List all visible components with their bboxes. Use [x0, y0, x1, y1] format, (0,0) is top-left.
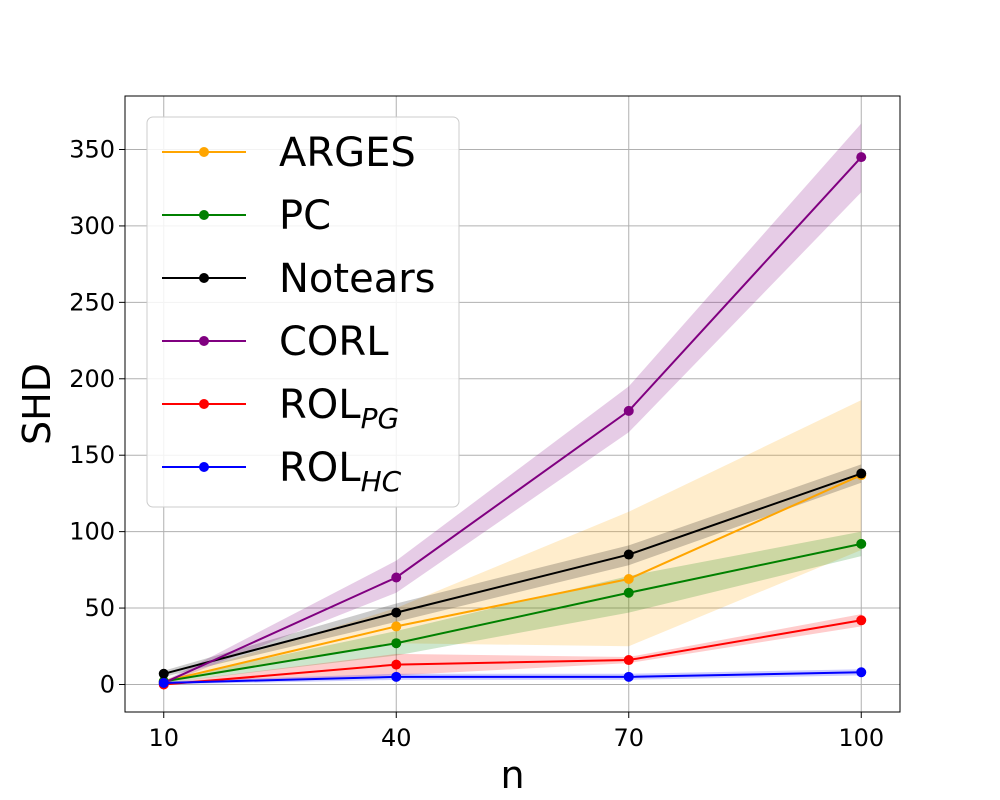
legend-item-corl: CORL	[162, 319, 389, 365]
data-point-corl	[856, 152, 867, 163]
data-point-pc	[391, 638, 402, 649]
legend-item-rol-pg: ROLPG	[162, 382, 399, 435]
y-tick-label: 250	[69, 288, 115, 316]
x-tick-label: 100	[838, 724, 884, 752]
legend-label: ROLHC	[279, 445, 402, 498]
data-point-arges	[391, 621, 402, 632]
data-point-rol-pg	[856, 615, 867, 626]
data-point-notears	[158, 668, 169, 679]
band-pc	[163, 531, 862, 683]
legend-item-notears: Notears	[162, 256, 435, 302]
legend-label-main: PC	[279, 193, 331, 239]
legend-swatch-marker	[199, 273, 209, 283]
legend-item-arges: ARGES	[162, 130, 416, 176]
data-point-pc	[623, 587, 634, 598]
y-axis-title: SHD	[15, 363, 59, 445]
band-rol-pg	[163, 614, 862, 685]
legend-item-rol-hc: ROLHC	[162, 445, 402, 498]
legend-label-main: ROL	[279, 382, 361, 428]
data-point-notears	[391, 607, 402, 618]
series-line-pc	[163, 542, 862, 683]
series-line-notears	[163, 472, 862, 675]
data-point-corl	[623, 405, 634, 416]
y-tick-label: 350	[69, 135, 115, 163]
legend-label: PC	[279, 193, 331, 239]
y-tick-label: 0	[100, 670, 115, 698]
data-point-pc	[856, 538, 867, 549]
ticks: 10 40 70 100 0 50 100 150 200 250 300 350	[69, 135, 884, 752]
y-tick-label: 50	[84, 594, 115, 622]
plot-frame	[124, 95, 901, 713]
legend-swatch-marker	[199, 147, 209, 157]
legend-label-main: ROL	[279, 445, 361, 491]
data-point-rol-pg	[623, 655, 634, 666]
x-axis-title: n	[500, 753, 524, 797]
legend-label: ROLPG	[279, 382, 399, 435]
legend-label-main: CORL	[279, 319, 389, 365]
x-tick-label: 10	[148, 724, 179, 752]
legend-label-subscript: PG	[361, 402, 400, 435]
data-point-rol-hc	[158, 677, 169, 688]
series-line-arges	[163, 474, 862, 683]
band-notears	[163, 464, 862, 677]
x-tick-label: 40	[381, 724, 412, 752]
series-line-rol-hc	[163, 671, 862, 684]
y-tick-label: 150	[69, 441, 115, 469]
legend-label: ARGES	[279, 130, 416, 176]
y-tick-label: 100	[69, 518, 115, 546]
data-point-notears	[856, 468, 867, 479]
legend-swatch-marker	[199, 462, 209, 472]
legend-item-pc: PC	[162, 193, 331, 239]
legend-label-main: Notears	[279, 256, 435, 302]
y-tick-label: 300	[69, 212, 115, 240]
legend-label-main: ARGES	[279, 130, 416, 176]
series-line-corl	[163, 156, 862, 684]
data-point-rol-hc	[856, 667, 867, 678]
data-point-rol-pg	[391, 659, 402, 670]
y-tick-label: 200	[69, 365, 115, 393]
data-point-rol-hc	[623, 671, 634, 682]
data-point-corl	[391, 572, 402, 583]
legend-swatch-marker	[199, 336, 209, 346]
legend-swatch-marker	[199, 210, 209, 220]
band-arges	[163, 400, 862, 683]
legend-label: Notears	[279, 256, 435, 302]
legend-label: CORL	[279, 319, 389, 365]
series-line-rol-pg	[163, 619, 862, 686]
data-point-notears	[623, 549, 634, 560]
data-point-rol-hc	[391, 671, 402, 682]
legend-label-subscript: HC	[361, 465, 402, 498]
series-lines	[158, 152, 867, 690]
x-tick-label: 70	[613, 724, 644, 752]
data-point-arges	[623, 574, 634, 585]
legend-swatch-marker	[199, 399, 209, 409]
